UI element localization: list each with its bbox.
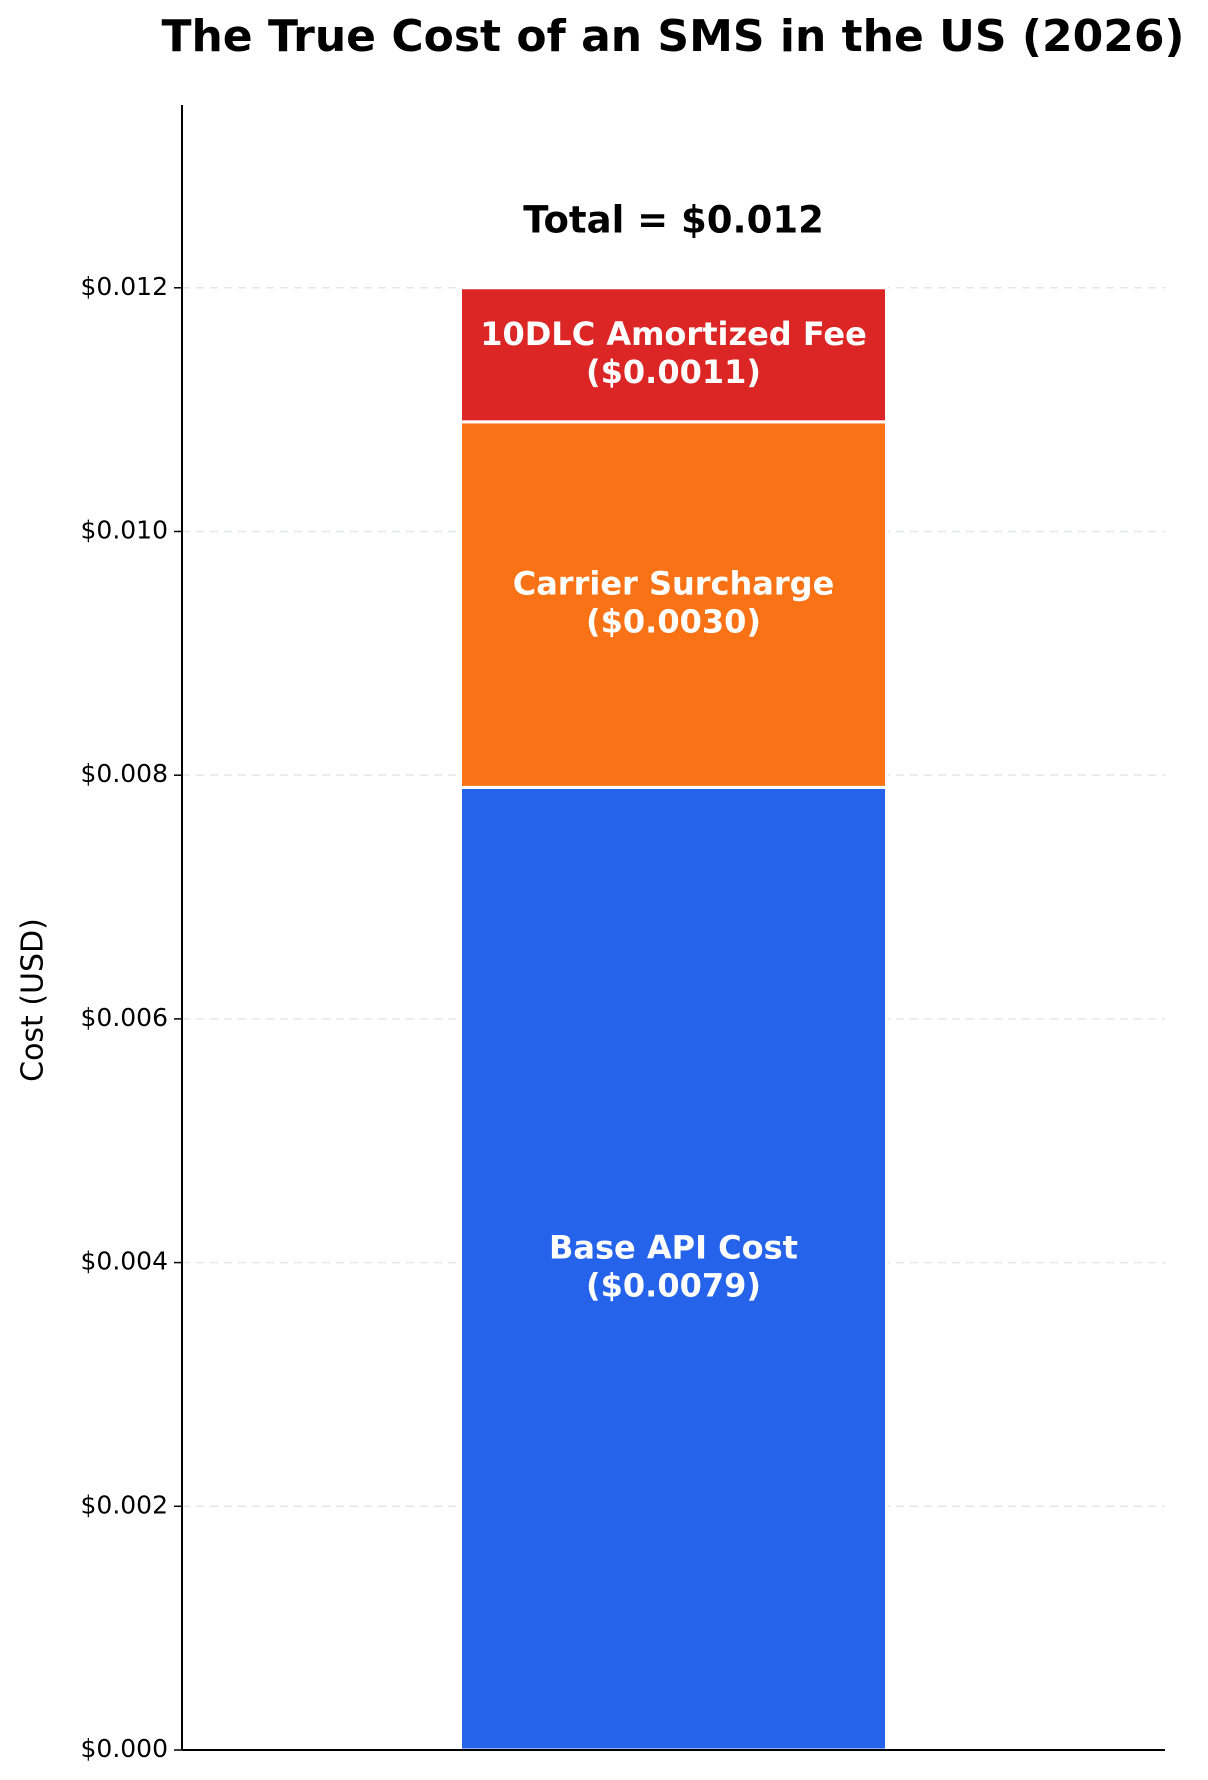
bar-segment xyxy=(459,286,888,424)
y-tick-label: $0.010 xyxy=(81,515,168,544)
y-tick-label: $0.002 xyxy=(81,1490,168,1519)
y-tick-label: $0.006 xyxy=(81,1003,168,1032)
total-annotation: Total = $0.012 xyxy=(523,198,824,241)
segment-value-label: ($0.0079) xyxy=(586,1267,761,1305)
segment-value-label: ($0.0030) xyxy=(586,603,761,641)
y-tick-label: $0.000 xyxy=(81,1734,168,1763)
bar-segment xyxy=(459,785,888,1752)
y-tick-label: $0.012 xyxy=(81,272,168,301)
bar-segment xyxy=(459,420,888,789)
segment-value-label: ($0.0011) xyxy=(586,353,761,391)
chart-title: The True Cost of an SMS in the US (2026) xyxy=(161,11,1184,62)
segment-label: Carrier Surcharge xyxy=(513,565,835,603)
y-tick-label: $0.008 xyxy=(81,759,168,788)
y-tick-label: $0.004 xyxy=(81,1247,168,1276)
segment-label: 10DLC Amortized Fee xyxy=(480,315,867,353)
y-axis-label: Cost (USD) xyxy=(16,918,51,1082)
segment-label: Base API Cost xyxy=(549,1229,798,1267)
